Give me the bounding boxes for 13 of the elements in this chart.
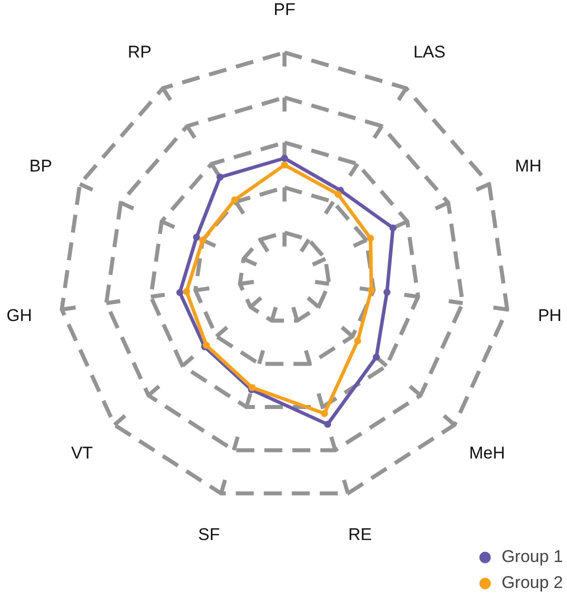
spoke-label: GH (6, 306, 32, 326)
spoke-label: LAS (413, 42, 446, 62)
spoke-label: BP (29, 156, 52, 176)
spoke-label: SF (198, 525, 220, 544)
spoke-label: RP (128, 42, 152, 62)
spoke-label: VT (71, 444, 93, 463)
spoke-label: PH (538, 306, 562, 326)
legend-label: Group 2 (502, 573, 563, 593)
spoke-label: MH (515, 156, 542, 176)
spoke-label: RE (348, 525, 372, 544)
spoke-label: MeH (469, 444, 505, 463)
legend-label: Group 1 (502, 547, 563, 567)
spoke-label: PF (274, 0, 296, 19)
